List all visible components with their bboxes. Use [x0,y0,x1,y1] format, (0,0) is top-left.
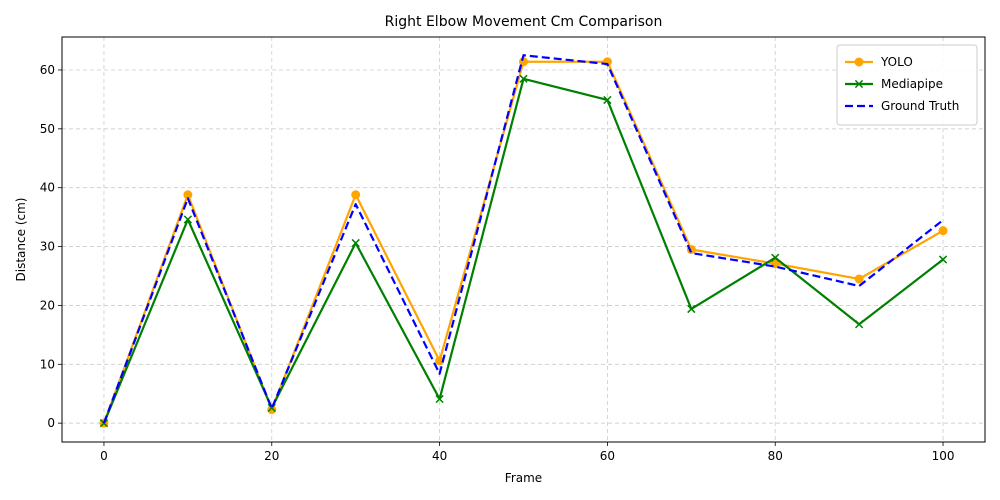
y-axis-label: Distance (cm) [14,198,28,282]
data-point-mediapipe [351,238,360,248]
x-tick-label: 20 [264,449,279,463]
series-ground-truth [102,54,944,424]
x-marker-stroke [435,394,444,404]
x-marker-stroke [771,253,780,262]
plot-frame [61,36,986,443]
y-tick-label: 40 [40,181,55,195]
legend-label: Ground Truth [881,99,959,113]
x-tick-label: 60 [600,449,615,463]
legend-entry-mediapipe: Mediapipe [845,77,943,91]
legend-entry-ground-truth: Ground Truth [845,99,959,113]
x-marker-stroke [183,215,192,224]
y-tick-label: 60 [40,63,55,77]
x-tick-label: 0 [100,449,108,463]
x-marker-stroke [603,95,612,105]
data-point-yolo [938,226,948,236]
legend-label: Mediapipe [881,77,943,91]
x-marker-stroke [519,74,528,83]
data-point-mediapipe [99,419,109,428]
legend-marker [854,79,864,89]
series-mediapipe [99,74,948,428]
y-tick-label: 20 [40,298,55,312]
y-tick-label: 50 [40,122,55,136]
x-marker-stroke [938,255,948,264]
data-point-mediapipe [771,253,780,262]
series-layer [99,54,948,428]
x-marker-stroke [99,419,109,428]
y-tick-label: 10 [40,357,55,371]
data-point-mediapipe [855,320,864,329]
data-point-mediapipe [435,394,444,404]
y-tick-label: 30 [40,240,55,254]
x-marker-stroke [687,304,696,314]
x-marker-stroke [854,79,864,89]
x-marker-stroke [855,320,864,329]
legend-entry-yolo: YOLO [845,55,913,69]
data-point-yolo [854,274,864,284]
x-tick-label: 80 [768,449,783,463]
data-point-yolo [351,190,361,200]
series-line-ground-truth [102,54,944,424]
y-tick-label: 0 [47,416,55,430]
x-tick-label: 40 [432,449,447,463]
data-point-mediapipe [687,304,696,314]
x-axis-label: Frame [505,471,542,485]
legend-marker [854,57,864,67]
legend: YOLO Mediapipe Ground Truth [836,44,978,126]
legend-label: YOLO [880,55,913,69]
axis-ticks: 0 20 40 60 80 100 0 10 20 30 40 50 60 [40,63,955,463]
data-point-mediapipe [183,215,192,224]
x-tick-label: 100 [932,449,955,463]
chart-title: Right Elbow Movement Cm Comparison [385,14,663,30]
data-point-mediapipe [938,255,948,264]
data-point-mediapipe [603,95,612,105]
x-marker-stroke [351,238,360,248]
data-point-mediapipe [519,74,528,83]
